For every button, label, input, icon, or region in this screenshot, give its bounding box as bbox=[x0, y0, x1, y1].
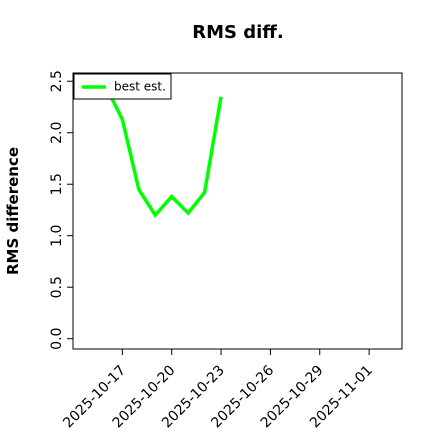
y-tick-label: 1.5 bbox=[49, 173, 65, 195]
y-tick-label: 0.0 bbox=[49, 328, 65, 350]
y-tick-label: 0.5 bbox=[49, 276, 65, 298]
legend-label: best est. bbox=[114, 80, 166, 94]
y-axis-label: RMS difference bbox=[4, 147, 22, 275]
line bbox=[104, 85, 223, 219]
chart-title: RMS diff. bbox=[192, 22, 283, 43]
y-tick-label: 2.0 bbox=[49, 122, 65, 144]
y-tick-label: 2.5 bbox=[49, 70, 65, 92]
plot-frame bbox=[72, 72, 403, 350]
y-tick-label: 1.0 bbox=[49, 225, 65, 247]
